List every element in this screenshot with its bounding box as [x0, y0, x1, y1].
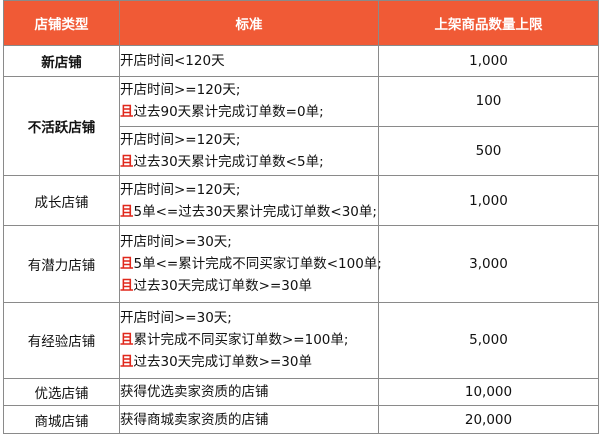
standard-line: 且过去30天完成订单数>=30单: [120, 351, 378, 373]
standard-line: 开店时间>=120天;: [120, 181, 241, 198]
standard-line: 开店时间>=120天;: [120, 82, 241, 99]
standard-line: 获得商城卖家资质的店铺: [120, 411, 269, 428]
table-row-new-store: 新店铺 开店时间<120天 1,000: [3, 45, 599, 77]
standard-line-text: 过去30天完成订单数>=30单: [133, 354, 312, 371]
standard-line: 且过去30天累计完成订单数<5单;: [120, 151, 378, 173]
standard-line: 开店时间>=30天;: [120, 310, 232, 327]
store-type-potential: 有潜力店铺: [3, 225, 120, 303]
standard-growth: 开店时间>=120天; 且5单<=过去30天累计完成订单数<30单;: [119, 174, 379, 227]
standard-line-text: 累计完成不同买家订单数>=100单;: [133, 332, 349, 349]
table-row-inactive-store-1: 不活跃店铺 开店时间>=120天; 且过去90天累计完成订单数=0单; 100: [3, 75, 599, 176]
standard-line: 且过去30天完成订单数>=30单: [120, 275, 378, 297]
store-type-inactive: 不活跃店铺: [3, 75, 120, 176]
standard-line: 开店时间<120天: [120, 52, 225, 69]
table-row-inactive-store-2: 开店时间>=120天; 且过去30天累计完成订单数<5单; 500: [4, 125, 599, 176]
header-standard: 标准: [119, 0, 379, 46]
standard-potential: 开店时间>=30天; 且5单<=累计完成不同买家订单数<100单; 且过去30天…: [119, 225, 382, 303]
limit-growth: 1,000: [378, 174, 599, 227]
table-row-selected-store: 优选店铺 获得优选卖家资质的店铺 10,000: [3, 377, 599, 407]
and-marker: 且: [120, 153, 134, 170]
limit-experienced: 5,000: [378, 301, 599, 379]
table-header-row: 店铺类型 标准 上架商品数量上限: [3, 0, 599, 46]
and-marker: 且: [120, 104, 134, 121]
standard-line: 开店时间>=30天;: [120, 234, 232, 251]
store-type-selected: 优选店铺: [3, 377, 120, 407]
table-row-mall-store: 商城店铺 获得商城卖家资质的店铺 20,000: [3, 405, 599, 434]
standard-line-text: 过去90天累计完成订单数=0单;: [133, 104, 324, 121]
table-row-potential-store: 有潜力店铺 开店时间>=30天; 且5单<=累计完成不同买家订单数<100单; …: [3, 225, 599, 303]
standard-line-text: 过去30天完成订单数>=30单: [133, 278, 312, 295]
and-marker: 且: [120, 332, 134, 349]
standard-line: 且5单<=过去30天累计完成订单数<30单;: [120, 201, 378, 223]
standard-line-text: 过去30天累计完成订单数<5单;: [133, 153, 324, 170]
store-type-new: 新店铺: [3, 45, 120, 77]
standard-line-text: 5单<=累计完成不同买家订单数<100单;: [133, 256, 382, 273]
table-row-experienced-store: 有经验店铺 开店时间>=30天; 且累计完成不同买家订单数>=100单; 且过去…: [3, 301, 599, 379]
and-marker: 且: [120, 354, 134, 371]
standard-inactive-2: 开店时间>=120天; 且过去30天累计完成订单数<5单;: [119, 125, 379, 176]
limit-potential: 3,000: [378, 225, 599, 303]
limit-mall: 20,000: [378, 405, 599, 434]
standard-line: 且过去90天累计完成订单数=0单;: [120, 101, 378, 123]
table-row-growth-store: 成长店铺 开店时间>=120天; 且5单<=过去30天累计完成订单数<30单; …: [3, 174, 599, 227]
store-type-experienced: 有经验店铺: [3, 301, 120, 379]
header-store-type: 店铺类型: [3, 0, 120, 46]
limit-new: 1,000: [378, 45, 599, 77]
store-type-mall: 商城店铺: [3, 405, 120, 434]
standard-line-text: 5单<=过去30天累计完成订单数<30单;: [133, 203, 377, 220]
standard-line: 且5单<=累计完成不同买家订单数<100单;: [120, 253, 382, 275]
store-type-growth: 成长店铺: [3, 174, 120, 227]
standard-inactive-1: 开店时间>=120天; 且过去90天累计完成订单数=0单;: [119, 75, 379, 127]
limit-inactive-1: 100: [378, 75, 599, 127]
standard-experienced: 开店时间>=30天; 且累计完成不同买家订单数>=100单; 且过去30天完成订…: [119, 301, 379, 379]
standard-line: 开店时间>=120天;: [120, 131, 241, 148]
standard-new: 开店时间<120天: [119, 45, 379, 77]
and-marker: 且: [120, 203, 134, 220]
and-marker: 且: [120, 278, 134, 295]
limit-inactive-2: 500: [378, 125, 599, 176]
standard-line: 获得优选卖家资质的店铺: [120, 383, 269, 400]
standard-mall: 获得商城卖家资质的店铺: [119, 405, 379, 434]
and-marker: 且: [120, 256, 134, 273]
standard-line: 且累计完成不同买家订单数>=100单;: [120, 329, 378, 351]
store-type-limit-table: 店铺类型 标准 上架商品数量上限 新店铺 开店时间<120天 1,000 不活跃…: [3, 0, 599, 434]
header-listing-limit: 上架商品数量上限: [378, 0, 599, 46]
limit-selected: 10,000: [378, 377, 599, 407]
standard-selected: 获得优选卖家资质的店铺: [119, 377, 379, 407]
